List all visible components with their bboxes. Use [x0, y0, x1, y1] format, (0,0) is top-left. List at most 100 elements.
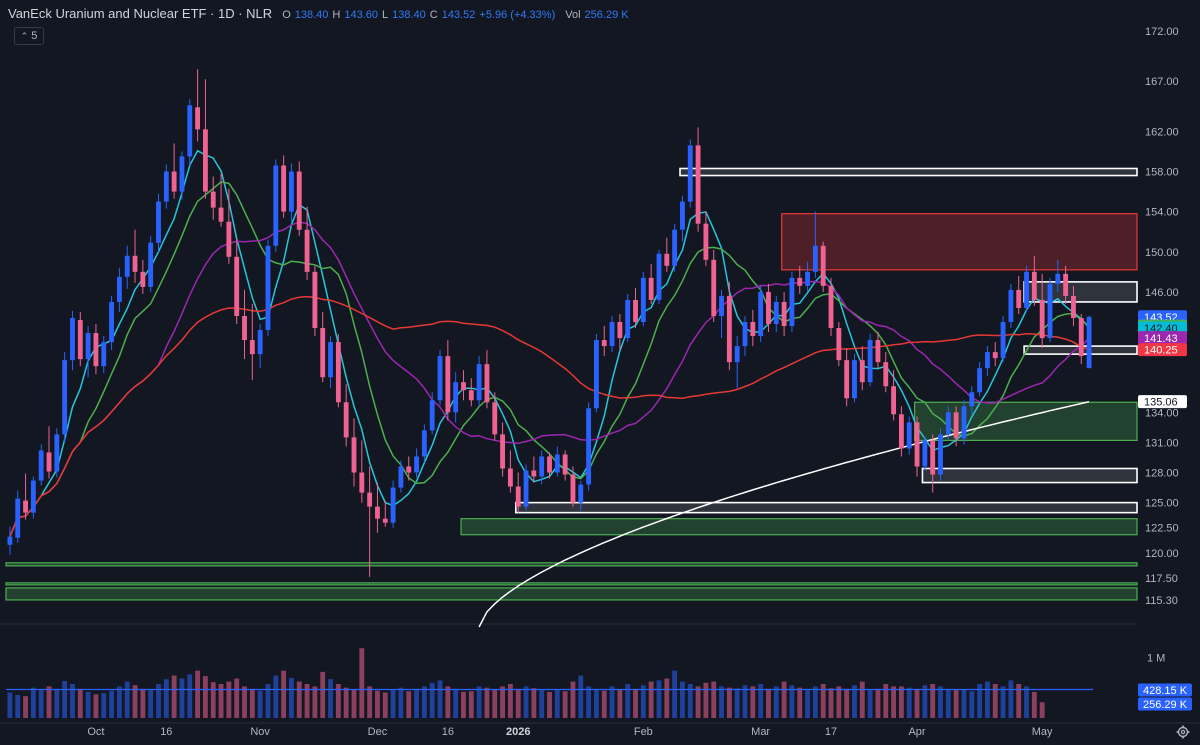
- volume-bar: [1000, 686, 1006, 718]
- candle-body: [867, 340, 873, 383]
- candle-body: [38, 450, 44, 481]
- volume-bar: [320, 671, 326, 718]
- candle-body: [938, 434, 943, 475]
- candle-body: [249, 340, 255, 355]
- ma-50-line: [9, 295, 1090, 537]
- price-label-text: 141.43: [1144, 333, 1178, 345]
- candle-body: [1047, 283, 1053, 339]
- time-tick-label: Dec: [368, 726, 388, 738]
- volume-bar: [343, 687, 349, 718]
- volume-bar: [547, 691, 552, 718]
- price-tick-label: 134.00: [1145, 407, 1179, 419]
- candle-body: [523, 470, 529, 507]
- candle-body: [30, 480, 36, 513]
- volume-bar: [992, 684, 998, 718]
- price-label-badge: [1138, 343, 1187, 357]
- candle-body: [633, 299, 638, 323]
- volume-bar: [351, 689, 357, 718]
- volume-tick-label: 1 M: [1147, 652, 1165, 664]
- gear-icon[interactable]: [1176, 725, 1190, 739]
- volume-bar: [23, 696, 28, 718]
- volume-bar: [367, 686, 373, 718]
- green-zone-9: [5, 582, 1138, 586]
- candle-body: [656, 253, 662, 300]
- volume-bar: [609, 686, 615, 718]
- candle-body: [382, 518, 388, 523]
- volume-bar: [398, 687, 404, 718]
- volume-bar: [507, 684, 513, 718]
- volume-bar: [554, 689, 560, 718]
- volume-bar: [766, 688, 771, 718]
- volume-bar: [210, 682, 216, 718]
- candle-body: [726, 295, 732, 363]
- volume-bar: [593, 688, 599, 718]
- price-tick-label: 167.00: [1145, 76, 1179, 88]
- volume-bar: [617, 689, 623, 718]
- candle-body: [828, 285, 834, 329]
- candle-body: [296, 171, 302, 230]
- volume-bar: [1039, 702, 1045, 718]
- volume-bar: [586, 686, 592, 718]
- red-zone-0: [781, 213, 1138, 271]
- price-tick-label: 146.00: [1145, 287, 1179, 299]
- volume-bar: [328, 679, 333, 718]
- high-value: 143.60: [344, 9, 379, 21]
- time-tick-label: Mar: [751, 726, 770, 738]
- candle-body: [985, 352, 990, 369]
- candle-body: [547, 456, 552, 473]
- low-value: 138.40: [392, 9, 426, 21]
- volume-bar: [640, 685, 646, 718]
- volume-bar: [382, 692, 388, 718]
- chart-legend-header: VanEck Uranium and Nuclear ETF · 1D · NL…: [8, 6, 629, 21]
- volume-bar: [625, 684, 631, 718]
- volume-bar: [891, 686, 897, 718]
- time-tick-label: Oct: [87, 726, 104, 738]
- candle-body: [429, 400, 435, 431]
- candle-body: [468, 390, 474, 401]
- volume-bar: [296, 681, 302, 718]
- volume-bar: [750, 686, 756, 718]
- candle-body: [969, 392, 975, 407]
- volume-bar: [828, 688, 834, 718]
- volume-bar: [680, 681, 685, 718]
- candle-body: [773, 301, 779, 325]
- candle-body: [421, 430, 427, 457]
- volume-bar: [132, 685, 138, 718]
- volume-bar: [515, 688, 521, 718]
- candle-body: [1071, 295, 1076, 318]
- open-value: 138.40: [294, 9, 329, 21]
- green-zone-8: [5, 562, 1138, 567]
- volume-bar: [562, 691, 568, 718]
- volume-bar: [820, 684, 826, 718]
- volume-bar: [601, 690, 607, 718]
- candle-body: [711, 259, 717, 316]
- volume-bar: [218, 684, 224, 718]
- candle-body: [218, 207, 224, 222]
- volume-bar: [1008, 680, 1014, 718]
- candle-body: [852, 360, 857, 399]
- volume-bar: [226, 681, 232, 718]
- volume-bar: [202, 676, 208, 718]
- candle-body: [805, 271, 810, 286]
- candle-body: [898, 414, 904, 449]
- candle-body: [320, 328, 326, 378]
- white-zone-6: [514, 501, 1138, 514]
- volume-bar: [898, 686, 904, 718]
- volume-bar: [875, 688, 881, 718]
- candle-body: [859, 360, 865, 383]
- indicators-toggle-button[interactable]: ⌃ 5: [14, 27, 44, 45]
- candle-body: [914, 422, 920, 467]
- price-tick-label: 162.00: [1145, 126, 1179, 138]
- volume-bar: [70, 684, 75, 718]
- volume-bar: [257, 690, 263, 718]
- candle-body: [507, 468, 513, 487]
- candle-body: [695, 145, 701, 224]
- volume-bar: [914, 688, 920, 718]
- ma-20-line: [9, 221, 1090, 537]
- candle-body: [132, 255, 138, 272]
- candle-body: [758, 291, 764, 337]
- volume-bar: [945, 688, 951, 718]
- volume-bar: [15, 694, 21, 718]
- price-tick-label: 125.00: [1145, 498, 1179, 510]
